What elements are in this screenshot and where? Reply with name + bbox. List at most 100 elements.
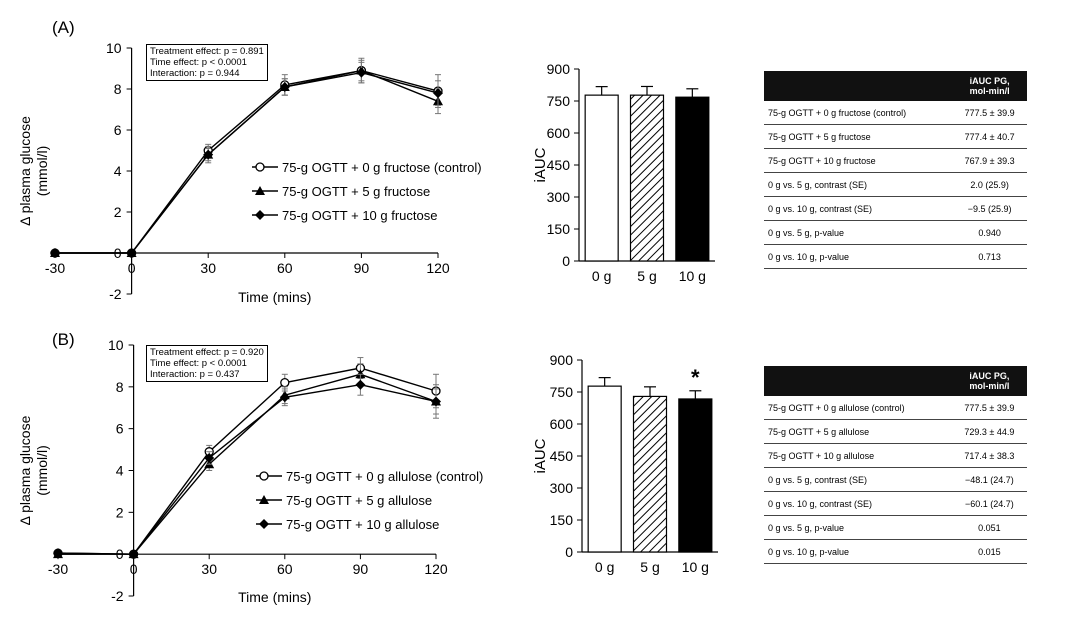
- x-tick-label: 90: [353, 561, 369, 577]
- data-point: [204, 452, 215, 463]
- data-point: [356, 67, 367, 78]
- bar: [629, 94, 665, 262]
- y-tick-label: 10: [108, 337, 124, 353]
- row-label: 0 g vs. 5 g, contrast (SE): [764, 172, 953, 197]
- row-value: −60.1 (24.7): [951, 491, 1027, 516]
- y-tick-label: 750: [547, 93, 571, 109]
- y-tick-label: 600: [550, 416, 574, 432]
- table-row: 0 g vs. 5 g, contrast (SE) −48.1 (24.7): [764, 467, 1027, 492]
- x-tick-label: 60: [277, 260, 293, 276]
- row-value: −48.1 (24.7): [951, 467, 1027, 492]
- y-tick-label: 600: [547, 125, 571, 141]
- row-label: 0 g vs. 10 g, p-value: [764, 539, 952, 564]
- x-tick-label: 60: [277, 561, 293, 577]
- x-tick-label: 0: [128, 260, 136, 276]
- table-header-iauc: iAUC PG, mol-min/l: [951, 366, 1027, 396]
- row-value: 767.9 ± 39.3: [952, 148, 1027, 173]
- table-row: 0 g vs. 10 g, contrast (SE) −9.5 (25.9): [764, 196, 1027, 221]
- legend-marker: [255, 162, 265, 172]
- row-label: 0 g vs. 10 g, p-value: [764, 244, 953, 269]
- y-tick-label: 2: [114, 204, 122, 220]
- table-row: 0 g vs. 10 g, p-value 0.015: [764, 539, 1027, 564]
- panel-label-b: (B): [52, 330, 75, 349]
- table-row: 75-g OGTT + 5 g allulose 729.3 ± 44.9: [764, 419, 1027, 444]
- table-row: 0 g vs. 5 g, p-value 0.940: [764, 220, 1027, 245]
- y-tick-label: 6: [116, 421, 124, 437]
- row-label: 75-g OGTT + 10 g allulose: [764, 443, 952, 468]
- y-axis-label: (mmol/l): [34, 445, 50, 496]
- data-point: [280, 378, 290, 388]
- y-axis-label: iAUC: [532, 147, 549, 182]
- x-tick-label: 120: [426, 260, 450, 276]
- series-line: [57, 384, 437, 555]
- row-label: 75-g OGTT + 0 g allulose (control): [764, 396, 952, 420]
- y-tick-label: 150: [547, 221, 571, 237]
- stats-interaction: Interaction: p = 0.944: [150, 68, 240, 79]
- row-value: 0.940: [952, 220, 1027, 245]
- y-tick-label: 0: [565, 544, 573, 560]
- y-tick-label: 300: [547, 189, 571, 205]
- table-row: 75-g OGTT + 5 g fructose 777.4 ± 40.7: [764, 124, 1027, 149]
- data-point: [126, 248, 137, 258]
- data-point: [355, 379, 366, 390]
- row-value: 0.051: [951, 515, 1027, 540]
- x-axis-label: Time (mins): [238, 589, 311, 605]
- data-point: [431, 396, 441, 407]
- x-tick-label: 0 g: [595, 559, 614, 575]
- bar: [632, 395, 668, 553]
- stats-box-b: Treatment effect: p = 0.920 Time effect:…: [146, 345, 268, 382]
- y-tick-label: 900: [550, 352, 574, 368]
- bar: [675, 96, 710, 262]
- x-tick-label: 0: [130, 561, 138, 577]
- x-tick-label: 5 g: [637, 268, 656, 284]
- legend-label: 75-g OGTT + 5 g fructose: [282, 184, 430, 199]
- y-tick-label: -2: [111, 588, 124, 604]
- y-tick-label: 10: [106, 40, 122, 56]
- row-label: 75-g OGTT + 5 g fructose: [764, 124, 953, 149]
- y-tick-label: 4: [116, 463, 124, 479]
- row-label: 75-g OGTT + 5 g allulose: [764, 419, 952, 444]
- panel-label-a: (A): [52, 18, 75, 37]
- x-tick-label: 30: [201, 561, 217, 577]
- table-row: 0 g vs. 10 g, p-value 0.713: [764, 244, 1027, 269]
- bar: [587, 385, 622, 553]
- legend-marker: [255, 210, 265, 220]
- data-point: [128, 549, 139, 560]
- x-tick-label: -30: [45, 260, 65, 276]
- table-row: 75-g OGTT + 10 g fructose 767.9 ± 39.3: [764, 148, 1027, 173]
- significance-marker: *: [691, 365, 700, 390]
- row-label: 75-g OGTT + 10 g fructose: [764, 148, 953, 173]
- data-point: [53, 548, 63, 559]
- row-value: 777.5 ± 39.9: [951, 396, 1027, 420]
- row-value: −9.5 (25.9): [952, 196, 1027, 221]
- legend-label: 75-g OGTT + 10 g allulose: [286, 517, 439, 532]
- data-point: [433, 88, 443, 99]
- legend-label: 75-g OGTT + 10 g fructose: [282, 208, 437, 223]
- y-tick-label: 0: [562, 253, 570, 269]
- data-point: [279, 392, 290, 403]
- data-point: [50, 248, 60, 258]
- y-tick-label: 4: [114, 163, 122, 179]
- stats-treatment: Treatment effect: p = 0.920: [150, 347, 264, 358]
- series-line: [55, 71, 439, 254]
- row-label: 0 g vs. 5 g, p-value: [764, 515, 952, 540]
- stats-box-a: Treatment effect: p = 0.891 Time effect:…: [146, 44, 268, 81]
- x-tick-label: -30: [48, 561, 68, 577]
- stats-interaction: Interaction: p = 0.437: [150, 369, 240, 380]
- row-value: 717.4 ± 38.3: [951, 443, 1027, 468]
- summary-table-b: iAUC PG, mol-min/l 75-g OGTT + 0 g allulos…: [764, 366, 1027, 564]
- y-axis-label: (mmol/l): [34, 146, 50, 197]
- y-tick-label: 8: [114, 81, 122, 97]
- legend-marker: [259, 519, 269, 529]
- x-tick-label: 120: [424, 561, 448, 577]
- data-point: [203, 149, 214, 160]
- row-label: 0 g vs. 10 g, contrast (SE): [764, 491, 952, 516]
- bar: [678, 398, 713, 553]
- legend-label: 75-g OGTT + 0 g allulose (control): [286, 469, 483, 484]
- table-header-row: iAUC PG, mol-min/l: [764, 71, 1027, 101]
- legend-label: 75-g OGTT + 0 g fructose (control): [282, 160, 482, 175]
- data-point: [355, 369, 366, 379]
- y-tick-label: 450: [547, 157, 571, 173]
